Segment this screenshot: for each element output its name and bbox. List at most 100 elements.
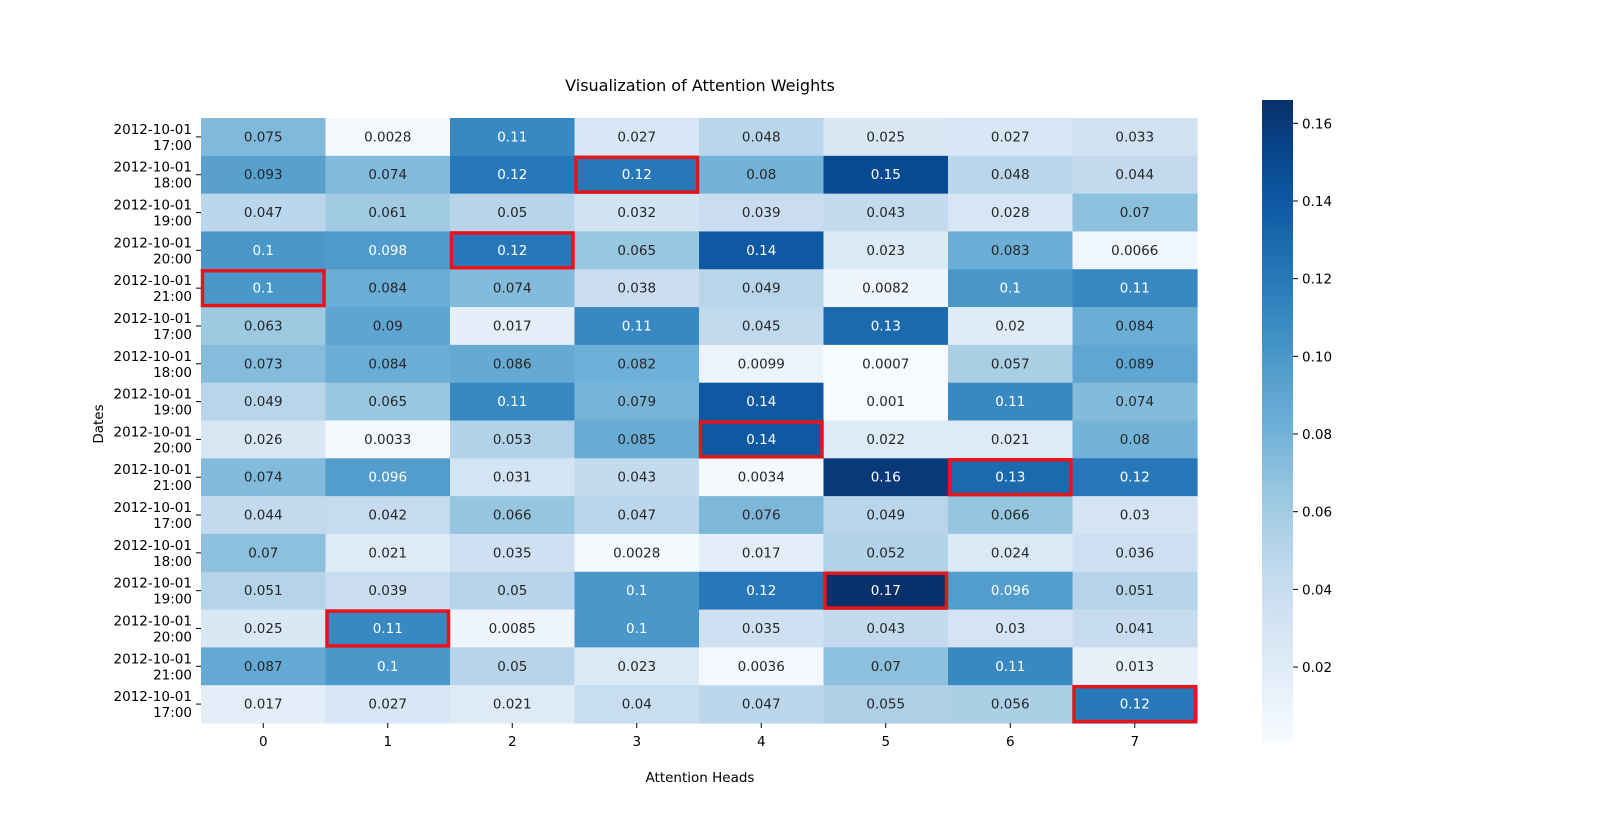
cell-value-label: 0.061 bbox=[368, 205, 407, 221]
heatmap-cell bbox=[699, 533, 825, 573]
cell-value-label: 0.017 bbox=[742, 545, 781, 561]
cell-value-label: 0.14 bbox=[746, 243, 776, 259]
y-tick-label: 2012-10-01 bbox=[114, 273, 192, 289]
cell-value-label: 0.001 bbox=[866, 394, 905, 410]
heatmap-cell bbox=[201, 307, 327, 346]
cell-value-label: 0.11 bbox=[995, 659, 1025, 675]
x-tick-label: 1 bbox=[383, 734, 392, 750]
cell-value-label: 0.056 bbox=[991, 697, 1030, 713]
heatmap-cell bbox=[823, 118, 949, 157]
cell-value-label: 0.11 bbox=[497, 129, 527, 145]
heatmap-cell bbox=[948, 307, 1074, 346]
x-tick-label: 7 bbox=[1130, 734, 1139, 750]
cell-value-label: 0.031 bbox=[493, 470, 532, 486]
heatmap-cell bbox=[450, 533, 576, 573]
heatmap-cell bbox=[450, 269, 576, 308]
cell-value-label: 0.1 bbox=[626, 583, 647, 599]
cell-value-label: 0.0066 bbox=[1111, 243, 1158, 259]
cell-value-label: 0.039 bbox=[742, 205, 781, 221]
heatmap-cell bbox=[1072, 307, 1198, 346]
heatmap-cell bbox=[1072, 571, 1198, 611]
heatmap-cell bbox=[574, 571, 700, 611]
y-tick-label: 20:00 bbox=[153, 251, 192, 267]
cell-value-label: 0.087 bbox=[244, 659, 283, 675]
cell-value-label: 0.12 bbox=[746, 583, 776, 599]
heatmap-cell bbox=[1072, 193, 1198, 233]
cell-value-label: 0.079 bbox=[617, 394, 656, 410]
cell-value-label: 0.051 bbox=[244, 583, 283, 599]
heatmap-cell bbox=[1072, 609, 1198, 648]
cell-value-label: 0.03 bbox=[995, 621, 1025, 637]
cell-value-label: 0.0028 bbox=[364, 129, 411, 145]
heatmap-cell bbox=[699, 458, 825, 497]
heatmap-cell bbox=[823, 420, 949, 459]
cell-value-label: 0.055 bbox=[866, 697, 905, 713]
cell-value-label: 0.11 bbox=[995, 394, 1025, 410]
cell-value-label: 0.033 bbox=[1115, 129, 1154, 145]
y-tick-label: 2012-10-01 bbox=[114, 500, 192, 516]
cell-value-label: 0.089 bbox=[1115, 356, 1154, 372]
colorbar-tick-label: 0.12 bbox=[1302, 272, 1332, 288]
heatmap-cell bbox=[948, 533, 1074, 573]
cell-value-label: 0.044 bbox=[244, 508, 283, 524]
y-tick-label: 21:00 bbox=[153, 667, 192, 683]
heatmap-cell bbox=[450, 496, 576, 535]
cell-value-label: 0.027 bbox=[368, 697, 407, 713]
heatmap-cell bbox=[823, 458, 949, 497]
cell-value-label: 0.073 bbox=[244, 356, 283, 372]
y-tick-label: 17:00 bbox=[153, 138, 192, 154]
y-tick-label: 17:00 bbox=[153, 705, 192, 721]
heatmap-cell bbox=[948, 647, 1074, 686]
heatmap-cell bbox=[948, 344, 1074, 384]
chart-title: Visualization of Attention Weights bbox=[565, 76, 835, 95]
heatmap-cell bbox=[823, 269, 949, 308]
heatmap-cell bbox=[574, 231, 700, 270]
cell-value-label: 0.025 bbox=[244, 621, 283, 637]
heatmap-cell bbox=[699, 307, 825, 346]
y-tick-label: 2012-10-01 bbox=[114, 311, 192, 327]
cell-value-label: 0.11 bbox=[497, 394, 527, 410]
heatmap-cell bbox=[699, 382, 825, 422]
cell-value-label: 0.044 bbox=[1115, 167, 1154, 183]
cell-value-label: 0.1 bbox=[1000, 281, 1021, 297]
y-tick-label: 18:00 bbox=[153, 176, 192, 192]
cell-value-label: 0.075 bbox=[244, 129, 283, 145]
heatmap-cell bbox=[948, 420, 1074, 459]
cell-value-label: 0.021 bbox=[991, 432, 1030, 448]
cell-value-label: 0.11 bbox=[373, 621, 403, 637]
heatmap-cell bbox=[201, 496, 327, 535]
y-tick-label: 19:00 bbox=[153, 214, 192, 230]
y-tick-label: 18:00 bbox=[153, 554, 192, 570]
heatmap-cell bbox=[948, 382, 1074, 422]
cell-value-label: 0.049 bbox=[866, 508, 905, 524]
highlight-box bbox=[325, 609, 451, 648]
heatmap-cell bbox=[201, 647, 327, 686]
heatmap-cell bbox=[325, 685, 451, 724]
cell-value-label: 0.022 bbox=[866, 432, 905, 448]
x-tick-label: 4 bbox=[757, 734, 766, 750]
cell-value-label: 0.021 bbox=[368, 545, 407, 561]
cell-value-label: 0.082 bbox=[617, 356, 656, 372]
cell-value-label: 0.084 bbox=[368, 356, 407, 372]
cell-value-label: 0.05 bbox=[497, 583, 527, 599]
x-tick-label: 2 bbox=[508, 734, 517, 750]
heatmap-cell bbox=[201, 609, 327, 648]
cell-value-label: 0.08 bbox=[1120, 432, 1150, 448]
cell-value-label: 0.1 bbox=[626, 621, 647, 637]
heatmap-cell bbox=[823, 344, 949, 384]
cell-value-label: 0.025 bbox=[866, 129, 905, 145]
cell-value-label: 0.07 bbox=[871, 659, 901, 675]
y-tick-label: 2012-10-01 bbox=[114, 198, 192, 214]
heatmap-cell bbox=[574, 420, 700, 459]
cell-value-label: 0.04 bbox=[622, 697, 652, 713]
heatmap-cell bbox=[201, 571, 327, 611]
cell-value-label: 0.047 bbox=[244, 205, 283, 221]
heatmap-cell bbox=[450, 307, 576, 346]
x-axis-ticks: 0 1 2 3 4 5 6 7 bbox=[259, 723, 1139, 750]
cell-value-label: 0.07 bbox=[1120, 205, 1150, 221]
heatmap-cell bbox=[699, 193, 825, 233]
cell-value-label: 0.027 bbox=[617, 129, 656, 145]
heatmap-cell bbox=[325, 118, 451, 157]
cell-value-label: 0.048 bbox=[991, 167, 1030, 183]
y-tick-label: 19:00 bbox=[153, 403, 192, 419]
